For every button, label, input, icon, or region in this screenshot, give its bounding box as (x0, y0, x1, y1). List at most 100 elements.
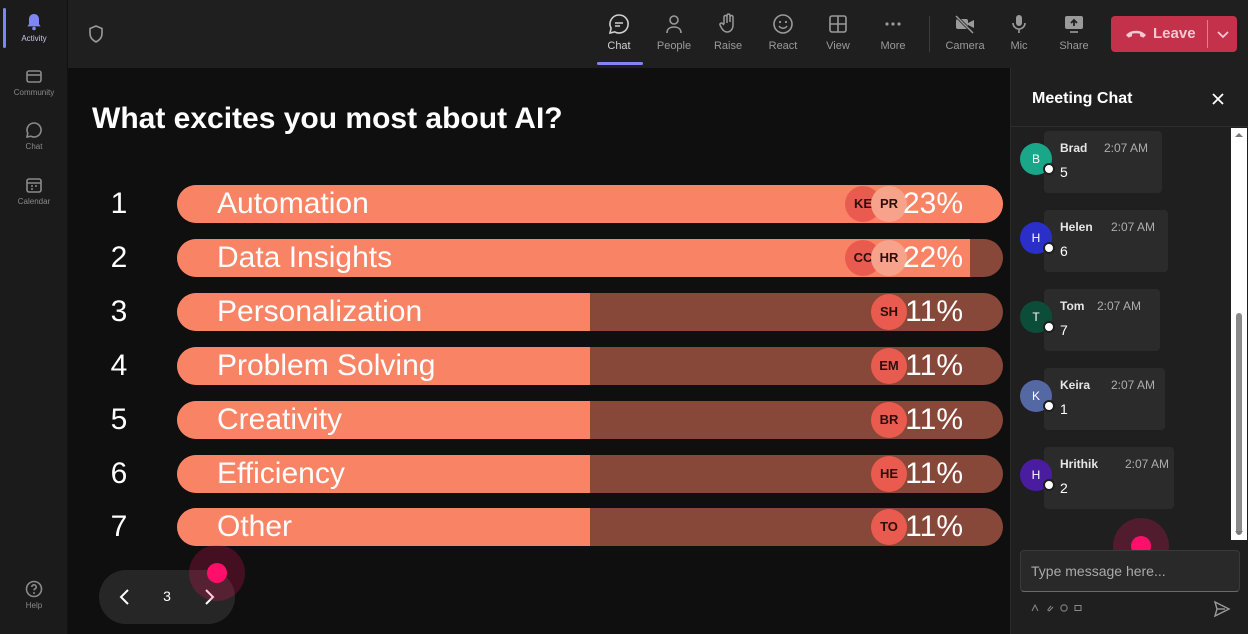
toolbar-chat-label: Chat (607, 40, 631, 52)
app-rail: Activity Community Chat Calendar Help (0, 0, 68, 634)
chat-header-divider (1011, 126, 1248, 127)
option-bar: Creativity BR 11% (177, 401, 1003, 439)
meeting-toolbar: Chat People Raise React View More Camera… (68, 0, 1248, 68)
toolbar-view-button[interactable]: View (812, 10, 864, 52)
shield-icon[interactable] (86, 24, 106, 44)
option-percent: 23% (902, 187, 963, 220)
option-rank: 1 (110, 187, 128, 220)
scroll-up-arrow-icon[interactable] (1234, 130, 1244, 140)
message-bubble: Brad 2:07 AM 5 (1044, 131, 1162, 193)
poll-option-row: 2 Data Insights CC HR 22% (68, 239, 1010, 277)
message-time: 2:07 AM (1104, 141, 1149, 155)
option-bar-fill (177, 239, 970, 277)
voter-avatar: SH (871, 294, 907, 330)
poll-option-row: 5 Creativity BR 11% (68, 401, 1010, 439)
toolbar-mic-button[interactable]: Mic (993, 10, 1045, 52)
toolbar-share-button[interactable]: Share (1048, 10, 1100, 52)
rail-item-community[interactable]: Community (0, 66, 68, 97)
option-label: Problem Solving (217, 349, 436, 382)
chat-message[interactable]: Keira 2:07 AM 1 K (1011, 368, 1231, 432)
rail-active-indicator (3, 8, 6, 48)
option-rank: 5 (110, 403, 128, 436)
toolbar-more-button[interactable]: More (867, 10, 919, 52)
close-icon[interactable] (1209, 90, 1227, 108)
format-icon[interactable] (1031, 604, 1039, 612)
rail-item-calendar[interactable]: Calendar (0, 175, 68, 206)
option-percent: 22% (902, 241, 963, 274)
more-icon (885, 22, 901, 26)
share-screen-icon (1065, 16, 1083, 33)
toolbar-more-label: More (880, 40, 906, 52)
message-text: 6 (1060, 243, 1068, 259)
chat-message[interactable]: Helen 2:07 AM 6 H (1011, 210, 1231, 274)
rail-item-label: Community (13, 88, 55, 97)
toolbar-people-button[interactable]: People (648, 10, 700, 52)
message-time: 2:07 AM (1097, 299, 1142, 313)
option-bar: Other TO 11% (177, 508, 1003, 546)
option-label: Automation (217, 187, 369, 220)
gif-icon[interactable] (1074, 604, 1082, 612)
option-rank: 3 (110, 295, 128, 328)
page-number: 3 (163, 588, 171, 604)
chat-message[interactable]: Tom 2:07 AM 7 T (1011, 289, 1231, 353)
toolbar-people-label: People (656, 40, 692, 52)
leave-label: Leave (1153, 25, 1196, 42)
pointer-highlight (189, 545, 245, 601)
toolbar-raise-button[interactable]: Raise (702, 10, 754, 52)
help-icon (25, 580, 43, 598)
voter-avatar: HE (871, 456, 907, 492)
toolbar-react-button[interactable]: React (757, 10, 809, 52)
option-bar: Efficiency HE 11% (177, 455, 1003, 493)
presence-status-icon (1043, 163, 1055, 175)
chat-message[interactable]: Hrithik 2:07 AM 2 H (1011, 447, 1231, 511)
sender-name: Keira (1060, 378, 1091, 392)
sender-name: Tom (1060, 299, 1085, 313)
leave-divider (1207, 20, 1208, 48)
chat-scrollbar-thumb[interactable] (1236, 313, 1242, 535)
calendar-icon (26, 178, 42, 193)
chevron-left-icon[interactable] (113, 585, 137, 609)
voter-avatar: TO (871, 509, 907, 545)
toolbar-chat-button[interactable]: Chat (593, 10, 645, 52)
sender-name: Helen (1060, 220, 1093, 234)
message-bubble: Hrithik 2:07 AM 2 (1044, 447, 1174, 509)
option-bar: Personalization SH 11% (177, 293, 1003, 331)
emoji-icon[interactable] (1060, 604, 1068, 612)
poll-option-row: 6 Efficiency HE 11% (68, 455, 1010, 493)
rail-item-label: Activity (21, 34, 47, 43)
presence-status-icon (1043, 321, 1055, 333)
rail-item-activity[interactable]: Activity (0, 12, 68, 43)
message-time: 2:07 AM (1111, 378, 1156, 392)
message-text: 7 (1060, 322, 1068, 338)
toolbar-mic-label: Mic (1010, 40, 1028, 52)
message-text: 1 (1060, 401, 1068, 417)
rail-item-chat[interactable]: Chat (0, 120, 68, 151)
message-input[interactable] (1031, 561, 1227, 581)
poll-results-panel: What excites you most about AI? 1 Automa… (68, 68, 1010, 634)
option-bar: Problem Solving EM 11% (177, 347, 1003, 385)
presence-status-icon (1043, 242, 1055, 254)
option-bar-fill (177, 401, 590, 439)
scroll-down-arrow-icon[interactable] (1234, 528, 1244, 538)
toolbar-camera-button[interactable]: Camera (939, 10, 991, 52)
leave-button[interactable]: Leave (1111, 16, 1237, 52)
send-icon[interactable] (1213, 600, 1231, 618)
camera-off-icon (954, 14, 975, 35)
chevron-down-icon[interactable] (1215, 26, 1231, 42)
rail-item-label: Help (25, 601, 43, 610)
message-compose-box[interactable] (1020, 550, 1240, 592)
sender-name: Hrithik (1060, 457, 1099, 471)
option-rank: 2 (110, 241, 128, 274)
toolbar-camera-label: Camera (945, 40, 985, 52)
voter-avatar: EM (871, 348, 907, 384)
chevron-right-icon[interactable] (197, 585, 221, 609)
rail-item-help[interactable]: Help (0, 579, 68, 610)
voter-avatar: PR (871, 186, 907, 222)
option-percent: 11% (905, 457, 963, 490)
message-text: 5 (1060, 164, 1068, 180)
chat-message[interactable]: Brad 2:07 AM 5 B (1011, 131, 1231, 195)
option-percent: 11% (905, 295, 963, 328)
message-bubble: Keira 2:07 AM 1 (1044, 368, 1165, 430)
attach-icon[interactable] (1046, 604, 1054, 612)
option-label: Personalization (217, 295, 423, 328)
